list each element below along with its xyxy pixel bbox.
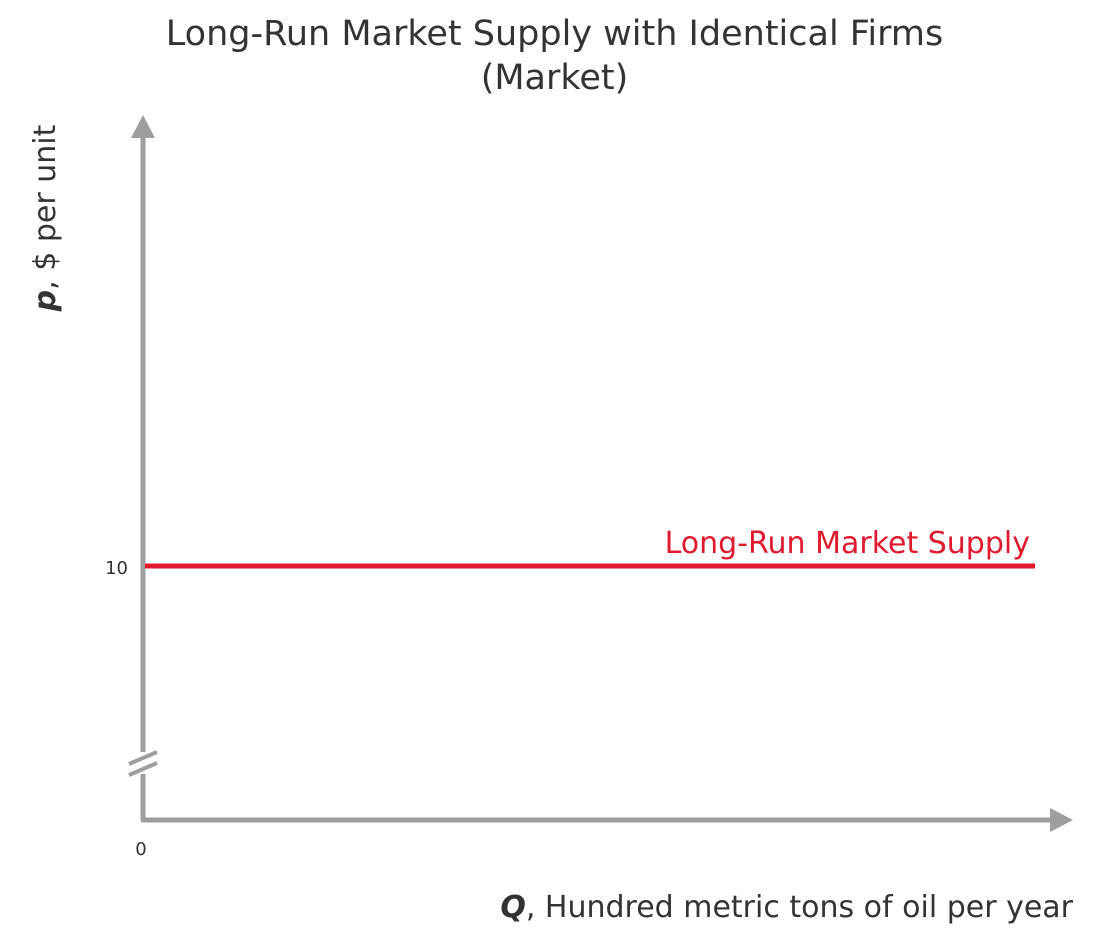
long-run-supply-label: Long-Run Market Supply: [665, 526, 1030, 561]
origin-label: 0: [135, 839, 146, 860]
x-axis-unit: , Hundred metric tons of oil per year: [526, 890, 1074, 925]
chart-title: Long-Run Market Supply with Identical Fi…: [165, 14, 944, 54]
y-tick-label: 10: [105, 558, 128, 579]
y-axis-arrow: [131, 115, 155, 138]
x-axis-var: Q: [500, 890, 526, 925]
x-axis-label: Q, Hundred metric tons of oil per year: [500, 890, 1073, 925]
y-axis-break-icon: [128, 750, 158, 777]
y-axis-var: p: [28, 290, 63, 312]
chart-subtitle: (Market): [480, 58, 629, 98]
x-axis-arrow: [1050, 808, 1073, 832]
y-axis-label: p, $ per unit: [28, 124, 63, 312]
y-axis-unit: , $ per unit: [28, 124, 63, 289]
